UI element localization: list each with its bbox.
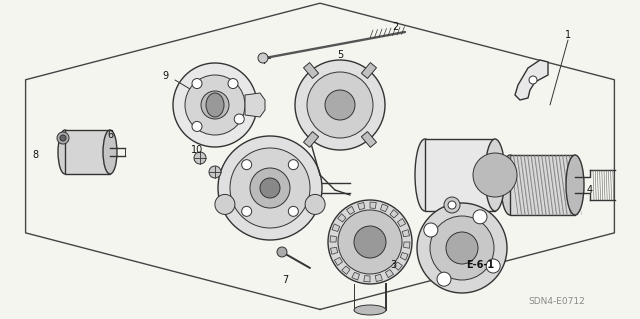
- Polygon shape: [385, 270, 394, 278]
- Polygon shape: [338, 214, 346, 222]
- Text: 10: 10: [191, 145, 203, 155]
- Polygon shape: [364, 276, 370, 282]
- Ellipse shape: [485, 139, 505, 211]
- Circle shape: [194, 152, 206, 164]
- Text: E-6-1: E-6-1: [466, 260, 494, 270]
- Polygon shape: [515, 60, 548, 100]
- Circle shape: [242, 206, 252, 216]
- Polygon shape: [381, 204, 388, 212]
- Text: 1: 1: [565, 30, 571, 40]
- Ellipse shape: [415, 139, 435, 211]
- Circle shape: [325, 90, 355, 120]
- Polygon shape: [397, 219, 406, 226]
- Circle shape: [473, 210, 487, 224]
- Polygon shape: [404, 242, 410, 248]
- Text: 7: 7: [282, 275, 288, 285]
- Circle shape: [289, 206, 298, 216]
- Circle shape: [57, 132, 69, 144]
- Text: 4: 4: [587, 185, 593, 195]
- Circle shape: [417, 203, 507, 293]
- Polygon shape: [362, 63, 376, 78]
- Text: 5: 5: [337, 50, 343, 60]
- Text: 3: 3: [390, 260, 396, 270]
- Polygon shape: [400, 253, 408, 260]
- Circle shape: [192, 122, 202, 131]
- Ellipse shape: [501, 155, 519, 215]
- Circle shape: [446, 232, 478, 264]
- Circle shape: [444, 197, 460, 213]
- Text: 6: 6: [107, 130, 113, 140]
- Text: 9: 9: [162, 71, 168, 81]
- Circle shape: [260, 178, 280, 198]
- Polygon shape: [245, 93, 265, 117]
- Text: 8: 8: [32, 150, 38, 160]
- Circle shape: [305, 194, 325, 214]
- Circle shape: [234, 114, 244, 124]
- Circle shape: [173, 63, 257, 147]
- Circle shape: [486, 259, 500, 273]
- Bar: [425, 139, 495, 211]
- Circle shape: [185, 75, 245, 135]
- Polygon shape: [362, 131, 376, 147]
- Polygon shape: [394, 262, 403, 270]
- Polygon shape: [303, 131, 319, 147]
- Circle shape: [258, 53, 268, 63]
- Polygon shape: [403, 230, 410, 237]
- Polygon shape: [358, 203, 365, 210]
- Polygon shape: [330, 236, 337, 242]
- Circle shape: [209, 166, 221, 178]
- Circle shape: [60, 135, 66, 141]
- Circle shape: [218, 136, 322, 240]
- Circle shape: [289, 160, 298, 170]
- Ellipse shape: [566, 155, 584, 215]
- Circle shape: [338, 210, 402, 274]
- Circle shape: [448, 201, 456, 209]
- Polygon shape: [346, 206, 355, 214]
- Circle shape: [230, 148, 310, 228]
- Ellipse shape: [354, 305, 386, 315]
- Circle shape: [437, 272, 451, 286]
- Circle shape: [295, 60, 385, 150]
- Polygon shape: [342, 266, 350, 274]
- Ellipse shape: [58, 130, 72, 174]
- Ellipse shape: [103, 130, 117, 174]
- Circle shape: [307, 72, 373, 138]
- Polygon shape: [332, 224, 340, 232]
- Circle shape: [430, 216, 494, 280]
- Ellipse shape: [206, 93, 224, 117]
- Circle shape: [250, 168, 290, 208]
- Text: 2: 2: [392, 22, 398, 32]
- Text: SDN4-E0712: SDN4-E0712: [529, 298, 586, 307]
- Circle shape: [228, 78, 238, 89]
- Circle shape: [215, 194, 235, 214]
- Circle shape: [354, 226, 386, 258]
- Polygon shape: [370, 202, 376, 208]
- Polygon shape: [352, 272, 360, 280]
- Polygon shape: [330, 247, 338, 254]
- Circle shape: [328, 200, 412, 284]
- Circle shape: [242, 160, 252, 170]
- Circle shape: [473, 153, 517, 197]
- Bar: [510, 155, 575, 215]
- Circle shape: [201, 91, 229, 119]
- Polygon shape: [375, 274, 382, 281]
- Circle shape: [277, 247, 287, 257]
- Bar: [65, 130, 110, 174]
- Polygon shape: [303, 63, 319, 78]
- Circle shape: [192, 78, 202, 89]
- Polygon shape: [390, 210, 398, 218]
- Circle shape: [529, 76, 537, 84]
- Circle shape: [424, 223, 438, 237]
- Polygon shape: [334, 257, 342, 265]
